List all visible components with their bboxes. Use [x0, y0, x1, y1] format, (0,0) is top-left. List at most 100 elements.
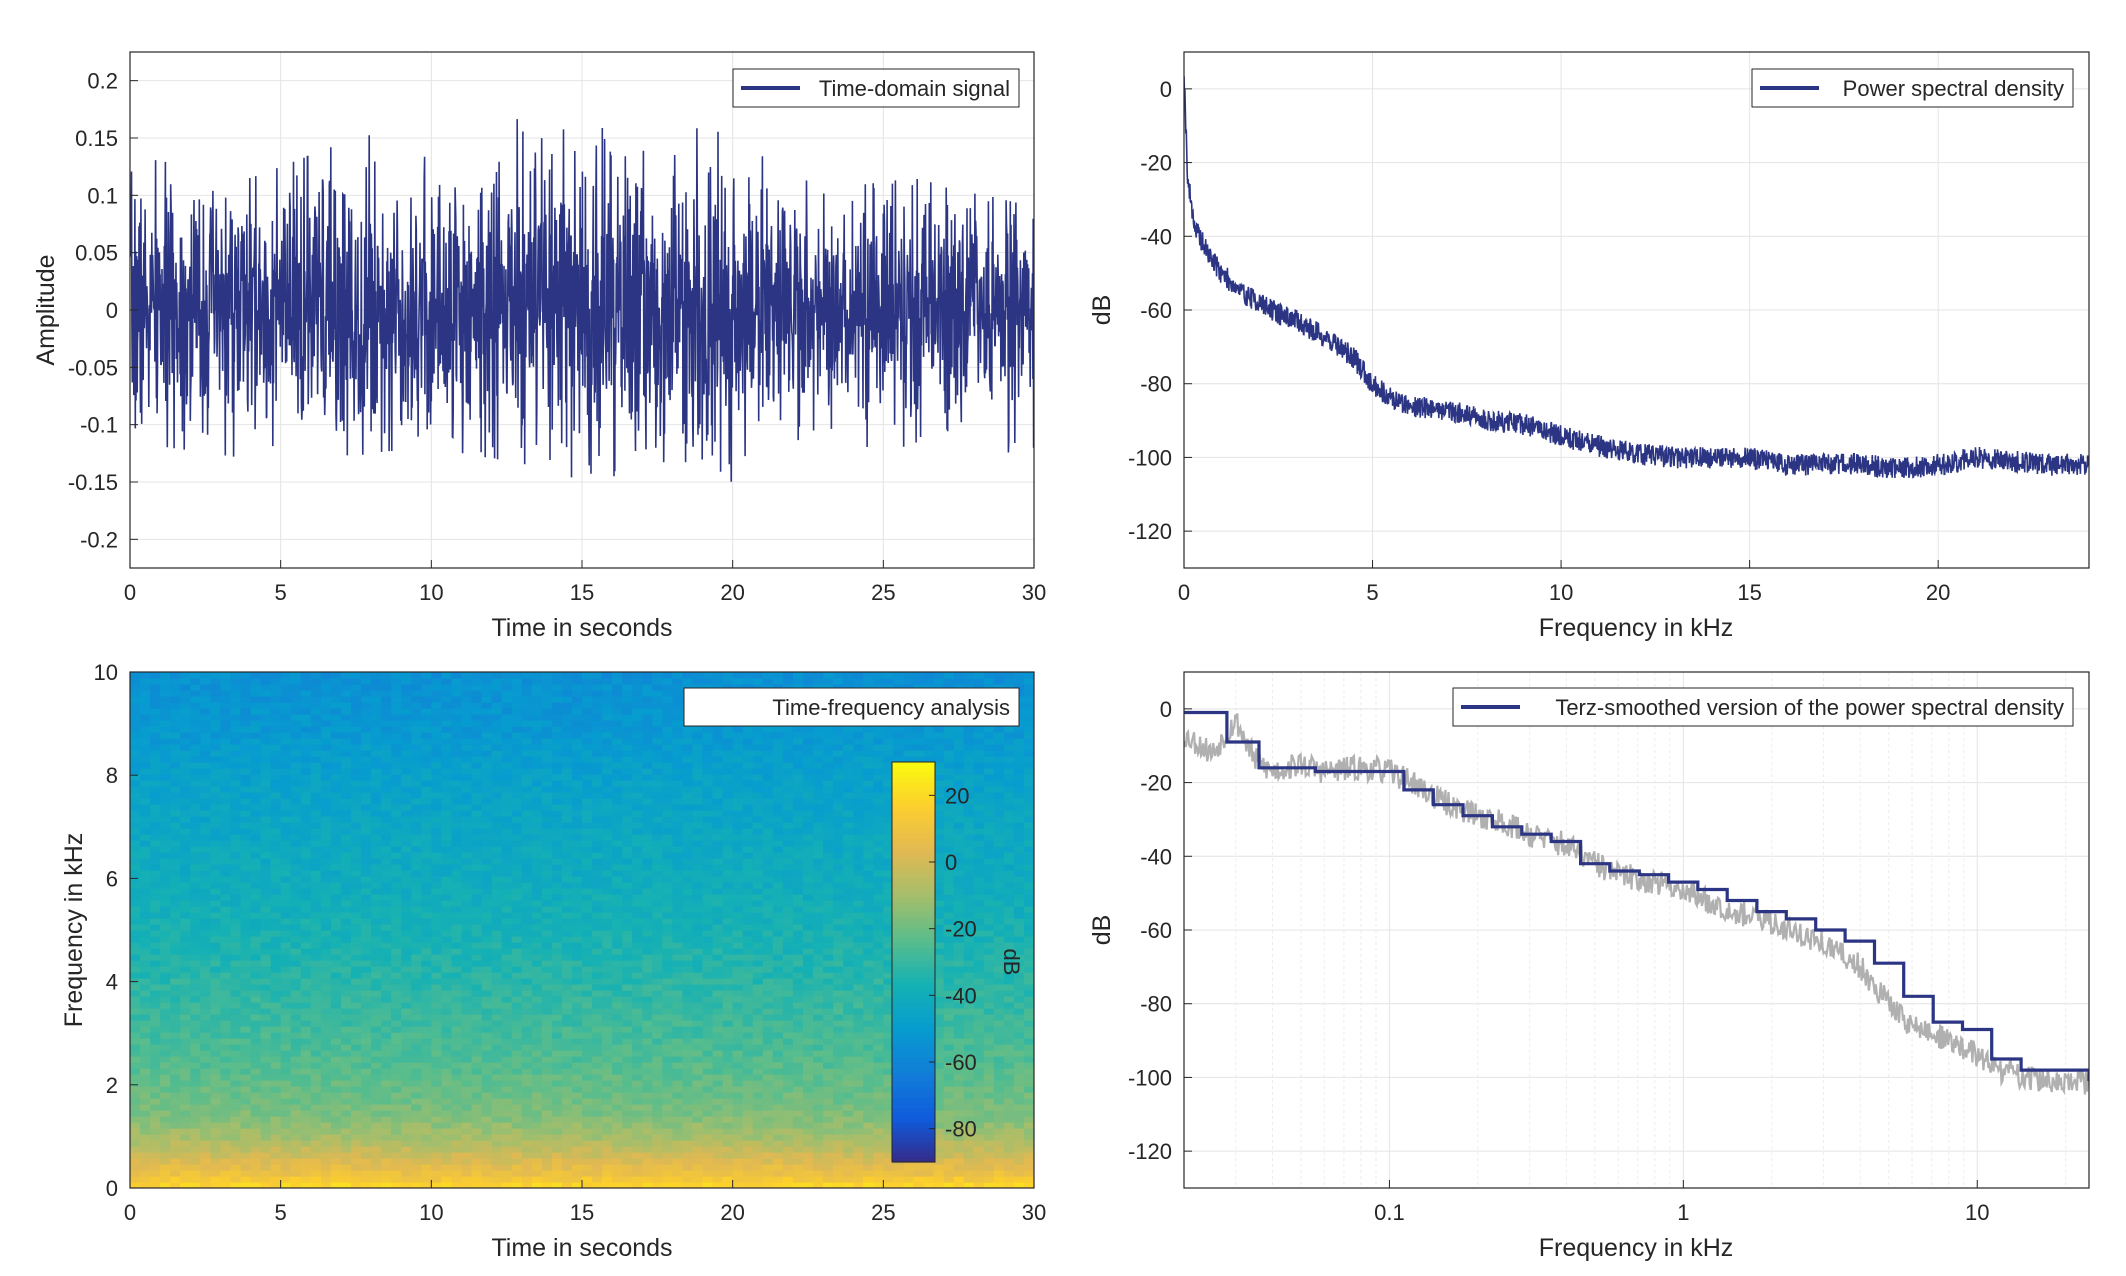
- spectrogram-cell: [722, 948, 734, 955]
- spectrogram-cell: [682, 1176, 694, 1183]
- spectrogram-cell: [531, 1098, 543, 1105]
- spectrogram-cell: [843, 1032, 854, 1039]
- spectrogram-cell: [320, 1038, 332, 1045]
- spectrogram-cell: [531, 996, 543, 1003]
- spectrogram-cell: [602, 1140, 613, 1147]
- spectrogram-cell: [220, 990, 232, 997]
- spectrogram-cell: [632, 930, 643, 937]
- spectrogram-cell: [200, 978, 211, 985]
- spectrogram-cell: [622, 1038, 633, 1045]
- spectrogram-cell: [652, 1170, 663, 1177]
- spectrogram-cell: [240, 1056, 252, 1063]
- spectrogram-cell: [130, 894, 141, 901]
- spectrogram-cell: [602, 1062, 613, 1069]
- spectrogram-cell: [612, 1140, 623, 1147]
- spectrogram-cell: [1003, 930, 1015, 937]
- spectrogram-cell: [290, 1170, 302, 1177]
- spectrogram-cell: [662, 1104, 673, 1111]
- spectrogram-cell: [933, 1158, 945, 1165]
- spectrogram-cell: [250, 1074, 262, 1081]
- spectrogram-cell: [612, 996, 623, 1003]
- spectrogram-cell: [521, 924, 533, 931]
- spectrogram-cell: [310, 948, 322, 955]
- spectrogram-cell: [802, 1122, 814, 1129]
- spectrogram-cell: [531, 1026, 543, 1033]
- spectrogram-cell: [712, 1050, 724, 1057]
- spectrogram-cell: [983, 966, 995, 973]
- spectrogram-cell: [732, 1140, 744, 1147]
- spectrogram-cell: [682, 1152, 694, 1159]
- spectrogram-cell: [481, 1158, 493, 1165]
- spectrogram-cell: [411, 1152, 422, 1159]
- spectrogram-cell: [853, 1056, 864, 1063]
- spectrogram-cell: [200, 1104, 211, 1111]
- spectrogram-cell: [883, 876, 894, 883]
- spectrogram-cell: [772, 1164, 784, 1171]
- spectrogram-cell: [973, 1146, 985, 1153]
- spectrogram-cell: [531, 954, 543, 961]
- spectrogram-cell: [561, 1170, 573, 1177]
- spectrogram-cell: [843, 894, 854, 901]
- spectrogram-cell: [250, 864, 262, 871]
- spectrogram-cell: [290, 984, 302, 991]
- spectrogram-cell: [531, 864, 543, 871]
- spectrogram-cell: [642, 984, 653, 991]
- spectrogram-cell: [240, 1080, 252, 1087]
- spectrogram-cell: [973, 1170, 985, 1177]
- spectrogram-cell: [752, 1182, 764, 1188]
- spectrogram-cell: [220, 864, 232, 871]
- spectrogram-cell: [983, 1122, 995, 1129]
- spectrogram-cell: [993, 1056, 1005, 1063]
- spectrogram-cell: [481, 942, 493, 949]
- spectrogram-cell: [823, 1062, 834, 1069]
- spectrogram-cell: [582, 900, 593, 907]
- spectrogram-cell: [270, 1122, 282, 1129]
- spectrogram-cell: [1003, 1182, 1015, 1188]
- spectrogram-cell: [883, 1110, 894, 1117]
- spectrogram-cell: [943, 1110, 955, 1117]
- spectrogram-cell: [742, 1002, 754, 1009]
- spectrogram-cell: [551, 1026, 563, 1033]
- spectrogram-cell: [742, 978, 754, 985]
- spectrogram-cell: [571, 1098, 583, 1105]
- spectrogram-cell: [361, 1026, 372, 1033]
- spectrogram-cell: [772, 906, 784, 913]
- spectrogram-cell: [441, 990, 453, 997]
- spectrogram-cell: [210, 930, 221, 937]
- spectrogram-cell: [501, 1014, 513, 1021]
- spectrogram-cell: [170, 858, 181, 865]
- spectrogram-cell: [672, 1086, 684, 1093]
- spectrogram-cell: [752, 1050, 764, 1057]
- spectrogram-cell: [1013, 888, 1025, 895]
- spectrogram-cell: [732, 1044, 744, 1051]
- spectrogram-cell: [330, 972, 342, 979]
- spectrogram-cell: [853, 1116, 864, 1123]
- spectrogram-cell: [140, 858, 151, 865]
- spectrogram-cell: [230, 1020, 242, 1027]
- spectrogram-cell: [451, 1068, 463, 1075]
- spectrogram-cell: [310, 996, 322, 1003]
- spectrogram-cell: [863, 1020, 874, 1027]
- spectrogram-cell: [833, 1068, 844, 1075]
- spectrogram-cell: [772, 894, 784, 901]
- spectrogram-cell: [782, 1044, 794, 1051]
- spectrogram-cell: [551, 882, 563, 889]
- spectrogram-cell: [823, 1086, 834, 1093]
- spectrogram-cell: [632, 1134, 643, 1141]
- spectrogram-cell: [160, 900, 171, 907]
- spectrogram-cell: [391, 858, 402, 865]
- spectrogram-cell: [712, 870, 724, 877]
- spectrogram-cell: [421, 1128, 432, 1135]
- spectrogram-cell: [501, 1026, 513, 1033]
- spectrogram-cell: [843, 1146, 854, 1153]
- spectrogram-cell: [521, 1074, 533, 1081]
- spectrogram-cell: [290, 1050, 302, 1057]
- spectrogram-cell: [371, 912, 382, 919]
- spectrogram-cell: [230, 906, 242, 913]
- spectrogram-cell: [742, 1092, 754, 1099]
- spectrogram-cell: [943, 894, 955, 901]
- spectrogram-cell: [752, 924, 764, 931]
- spectrogram-cell: [320, 960, 332, 967]
- spectrogram-cell: [431, 1134, 442, 1141]
- spectrogram-cell: [642, 960, 653, 967]
